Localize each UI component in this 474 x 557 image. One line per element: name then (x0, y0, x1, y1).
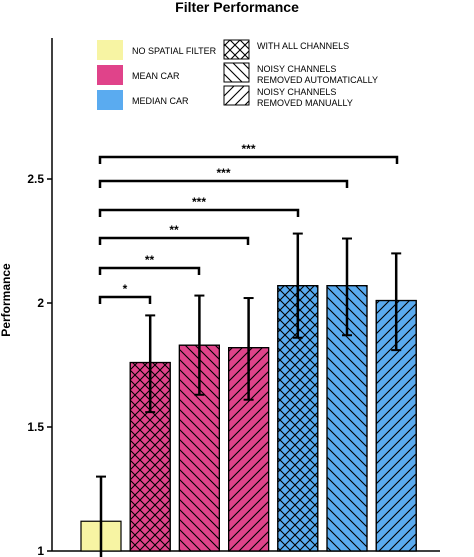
legend-pattern-swatch (223, 85, 250, 106)
legend-pattern-label: REMOVED AUTOMATICALLY (257, 75, 378, 85)
y-tick-label: 1.5 (27, 420, 44, 434)
legend-pattern-label: NOISY CHANNELS (257, 87, 336, 97)
legend-swatch (97, 40, 123, 60)
error-bars-group (96, 232, 402, 557)
legend-label: MEAN CAR (132, 71, 180, 81)
significance-bracket (98, 266, 201, 275)
legend-label: NO SPATIAL FILTER (132, 46, 217, 56)
significance-label: ** (169, 223, 179, 237)
significance-label: *** (216, 166, 230, 180)
significance-bracket (98, 295, 152, 304)
y-tick-label: 2 (37, 296, 44, 310)
significance-label: * (123, 282, 128, 296)
legend-pattern-label: NOISY CHANNELS (257, 64, 336, 74)
legend-pattern-label: WITH ALL CHANNELS (257, 41, 349, 51)
significance-bracket (98, 179, 349, 188)
y-axis-label: Performance (0, 263, 13, 337)
significance-label: *** (241, 142, 255, 156)
significance-bracket (98, 236, 250, 245)
significance-label: *** (192, 195, 206, 209)
y-tick-label: 1 (37, 544, 44, 557)
significance-label: ** (145, 253, 155, 267)
chart-title: Filter Performance (175, 0, 299, 15)
legend-pattern-label: REMOVED MANUALLY (257, 98, 353, 108)
legend-label: MEDIAN CAR (132, 96, 189, 106)
legend-swatch (97, 90, 123, 110)
legend-swatch (97, 65, 123, 85)
legend: NO SPATIAL FILTER MEAN CAR MEDIAN CAR WITH … (97, 39, 378, 110)
bar-hatch (129, 361, 171, 552)
legend-pattern-swatch (223, 39, 250, 60)
significance-bracket (98, 208, 300, 217)
y-tick-label: 2.5 (27, 172, 44, 186)
bars-group (80, 285, 417, 552)
legend-pattern-swatch (223, 62, 250, 83)
significance-brackets: ************** (98, 142, 399, 304)
significance-bracket (98, 155, 399, 164)
